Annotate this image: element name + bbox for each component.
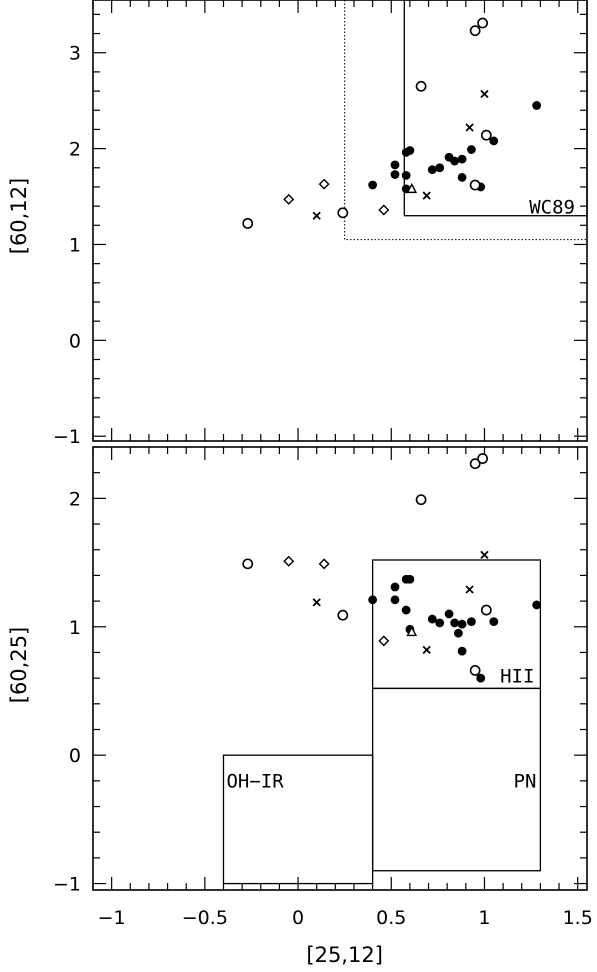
- data-point-diamond: [318, 558, 330, 570]
- data-point-diamond: [378, 635, 390, 647]
- data-point-filled-circle: [401, 605, 411, 615]
- data-point-filled-circle: [457, 172, 467, 182]
- data-point-open-circle: [469, 179, 481, 191]
- data-point-cross: [422, 645, 431, 655]
- y-axis-label: [60,25]: [7, 627, 31, 704]
- y-tick-label: 0: [69, 745, 81, 767]
- data-point-diamond: [283, 555, 295, 567]
- y-tick-label: 1: [69, 234, 81, 256]
- region-label: WC89: [529, 197, 575, 219]
- x-tick-label: 0.5: [376, 907, 406, 929]
- region-box: [371, 687, 542, 872]
- y-tick-label: 2: [69, 139, 81, 161]
- data-point-filled-circle: [457, 619, 467, 629]
- region-label: HII: [500, 665, 534, 687]
- data-point-cross: [312, 211, 321, 220]
- data-point-filled-circle: [427, 614, 437, 624]
- data-point-filled-circle: [405, 146, 415, 155]
- data-point-triangle: [406, 182, 418, 194]
- data-point-open-circle: [415, 494, 427, 506]
- region-box: [403, 0, 588, 217]
- data-point-filled-circle: [489, 136, 499, 146]
- data-point-diamond: [378, 204, 390, 216]
- data-point-filled-circle: [457, 154, 467, 164]
- data-point-filled-circle: [476, 673, 486, 683]
- y-axis-label: [60,12]: [7, 178, 31, 255]
- data-point-open-circle: [480, 129, 492, 141]
- x-tick-label: 0: [292, 907, 304, 929]
- data-point-filled-circle: [457, 646, 467, 656]
- data-point-open-circle: [469, 665, 481, 676]
- data-point-filled-circle: [444, 609, 454, 619]
- y-tick-label: −1: [53, 874, 81, 896]
- data-point-triangle: [406, 625, 418, 637]
- data-point-open-circle: [480, 604, 492, 616]
- data-point-filled-circle: [427, 165, 437, 175]
- data-point-open-circle: [337, 609, 349, 621]
- data-point-filled-circle: [390, 582, 400, 592]
- data-point-diamond: [283, 193, 295, 205]
- x-tick-label: 1: [478, 907, 490, 929]
- data-point-open-circle: [469, 458, 481, 470]
- y-tick-label: −1: [53, 426, 81, 448]
- data-point-filled-circle: [450, 618, 460, 628]
- y-tick-label: 0: [69, 330, 81, 352]
- data-point-open-circle: [469, 25, 481, 37]
- data-point-filled-circle: [390, 160, 400, 170]
- data-point-diamond: [318, 178, 330, 190]
- y-tick-label: 2: [69, 488, 81, 510]
- data-point-filled-circle: [401, 171, 411, 180]
- data-point-filled-circle: [450, 156, 460, 166]
- data-point-filled-circle: [467, 145, 476, 154]
- data-point-open-circle: [337, 207, 349, 219]
- data-point-cross: [465, 585, 474, 594]
- data-point-filled-circle: [532, 600, 542, 610]
- data-point-filled-circle: [405, 574, 415, 584]
- data-point-open-circle: [477, 17, 489, 29]
- x-tick-label: −1: [98, 907, 126, 929]
- data-point-cross: [480, 89, 489, 99]
- data-point-cross: [312, 598, 321, 607]
- data-point-filled-circle: [390, 595, 400, 605]
- data-point-filled-circle: [467, 617, 476, 627]
- data-point-filled-circle: [453, 628, 463, 638]
- plot-frame: [92, 446, 588, 891]
- y-tick-label: 1: [69, 617, 81, 639]
- data-point-filled-circle: [390, 170, 400, 179]
- data-point-open-circle: [242, 217, 254, 229]
- y-tick-label: 3: [69, 43, 81, 65]
- plot-frame: [92, 0, 588, 442]
- data-point-open-circle: [477, 453, 489, 464]
- region-box: [344, 0, 588, 241]
- region-label: OH−IR: [226, 770, 284, 792]
- data-point-filled-circle: [489, 617, 499, 627]
- data-point-filled-circle: [532, 101, 542, 110]
- top-panel: −1 0 1 2 3 [60,12] WC89: [7, 0, 588, 448]
- data-point-filled-circle: [435, 163, 445, 173]
- data-point-filled-circle: [368, 180, 378, 190]
- data-point-cross: [422, 191, 431, 200]
- data-point-open-circle: [415, 80, 427, 92]
- x-axis-label: [25,12]: [306, 943, 383, 967]
- data-point-open-circle: [242, 558, 254, 570]
- x-tick-label: 1.5: [563, 907, 593, 929]
- data-point-cross: [465, 123, 474, 132]
- data-point-cross: [480, 550, 489, 559]
- data-point-filled-circle: [368, 595, 378, 605]
- x-tick-label: −0.5: [182, 907, 228, 929]
- data-point-filled-circle: [435, 618, 445, 628]
- region-label: PN: [514, 770, 537, 792]
- bottom-panel: −1 0 1 2 −1 −0.5 0 0.5 1 1.5 [60,25] [25,12] OH−IR HI…: [7, 446, 593, 967]
